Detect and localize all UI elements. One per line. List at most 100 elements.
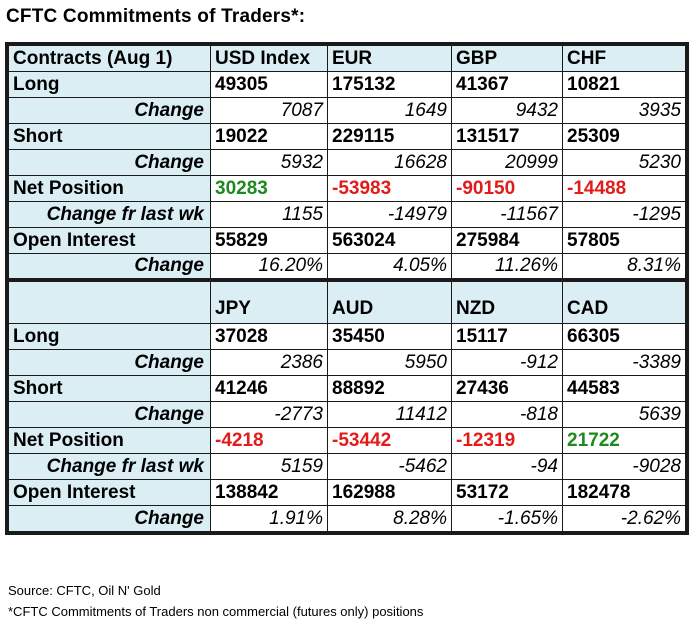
change-value: 1.91% [210,505,328,532]
change-value: 20999 [451,149,563,176]
change-value: 7087 [210,97,328,124]
cot-table-frame: Contracts (Aug 1) USD Index EUR GBP CHF … [5,42,689,535]
change-value: 5639 [562,401,686,428]
change-value: 1649 [327,97,452,124]
change-value: -5462 [327,453,452,480]
net-value: -53442 [327,427,452,454]
change-value: 3935 [562,97,686,124]
long-value: 15117 [451,323,563,350]
short-row: Short 41246 88892 27436 44583 [8,375,686,402]
change-value: -14979 [327,201,452,228]
change-value: 5932 [210,149,328,176]
row-label: Change fr last wk [8,453,211,480]
change-value: 9432 [451,97,563,124]
net-change-row: Change fr last wk 5159 -5462 -94 -9028 [8,453,686,480]
change-value: -2773 [210,401,328,428]
header-label: Contracts (Aug 1) [8,45,211,72]
row-label: Short [8,123,211,150]
net-position-row: Net Position -4218 -53442 -12319 21722 [8,427,686,454]
long-value: 175132 [327,71,452,98]
short-value: 27436 [451,375,563,402]
row-label: Change [8,253,211,280]
long-row: Long 49305 175132 41367 10821 [8,71,686,98]
open-interest-row: Open Interest 138842 162988 53172 182478 [8,479,686,506]
change-value: 8.28% [327,505,452,532]
change-value: 11.26% [451,253,563,280]
net-value: 21722 [562,427,686,454]
footnote: *CFTC Commitments of Traders non commerc… [8,604,424,619]
change-value: -94 [451,453,563,480]
oi-value: 57805 [562,227,686,254]
row-label: Long [8,323,211,350]
net-position-row: Net Position 30283 -53983 -90150 -14488 [8,175,686,202]
long-value: 66305 [562,323,686,350]
change-value: -2.62% [562,505,686,532]
currency-header: GBP [451,45,563,72]
change-value: -1295 [562,201,686,228]
short-change-row: Change 5932 16628 20999 5230 [8,149,686,176]
change-value: 8.31% [562,253,686,280]
currency-header: CHF [562,45,686,72]
short-value: 131517 [451,123,563,150]
header-row: Contracts (Aug 1) USD Index EUR GBP CHF [8,45,686,72]
short-value: 19022 [210,123,328,150]
row-label: Long [8,71,211,98]
oi-value: 53172 [451,479,563,506]
page-title: CFTC Commitments of Traders*: [6,6,306,27]
currency-header: JPY [210,281,328,324]
change-value: 11412 [327,401,452,428]
net-value: -90150 [451,175,563,202]
change-value: 16.20% [210,253,328,280]
oi-change-row: Change 1.91% 8.28% -1.65% -2.62% [8,505,686,532]
header-row: JPY AUD NZD CAD [8,281,686,324]
net-value: -4218 [210,427,328,454]
net-value: -14488 [562,175,686,202]
row-label: Change [8,97,211,124]
long-value: 49305 [210,71,328,98]
short-row: Short 19022 229115 131517 25309 [8,123,686,150]
short-value: 44583 [562,375,686,402]
long-change-row: Change 7087 1649 9432 3935 [8,97,686,124]
change-value: 5159 [210,453,328,480]
source-note: Source: CFTC, Oil N' Gold [8,583,161,598]
currency-header: USD Index [210,45,328,72]
change-value: 4.05% [327,253,452,280]
open-interest-row: Open Interest 55829 563024 275984 57805 [8,227,686,254]
oi-value: 563024 [327,227,452,254]
header-label-empty [8,281,211,324]
long-value: 41367 [451,71,563,98]
row-label: Change [8,401,211,428]
change-value: 16628 [327,149,452,176]
change-value: -11567 [451,201,563,228]
net-change-row: Change fr last wk 1155 -14979 -11567 -12… [8,201,686,228]
currency-header: CAD [562,281,686,324]
short-value: 41246 [210,375,328,402]
currency-header: AUD [327,281,452,324]
oi-value: 55829 [210,227,328,254]
row-label: Change fr last wk [8,201,211,228]
change-value: -9028 [562,453,686,480]
short-change-row: Change -2773 11412 -818 5639 [8,401,686,428]
row-label: Open Interest [8,479,211,506]
change-value: -818 [451,401,563,428]
short-value: 229115 [327,123,452,150]
oi-value: 275984 [451,227,563,254]
net-value: 30283 [210,175,328,202]
cot-table: Contracts (Aug 1) USD Index EUR GBP CHF … [8,45,686,532]
row-label: Open Interest [8,227,211,254]
short-value: 88892 [327,375,452,402]
change-value: 5950 [327,349,452,376]
row-label: Change [8,149,211,176]
row-label: Short [8,375,211,402]
change-value: -3389 [562,349,686,376]
long-value: 37028 [210,323,328,350]
row-label: Change [8,349,211,376]
currency-header: EUR [327,45,452,72]
change-value: 2386 [210,349,328,376]
long-value: 10821 [562,71,686,98]
row-label: Change [8,505,211,532]
change-value: -912 [451,349,563,376]
change-value: -1.65% [451,505,563,532]
oi-change-row: Change 16.20% 4.05% 11.26% 8.31% [8,253,686,280]
long-value: 35450 [327,323,452,350]
